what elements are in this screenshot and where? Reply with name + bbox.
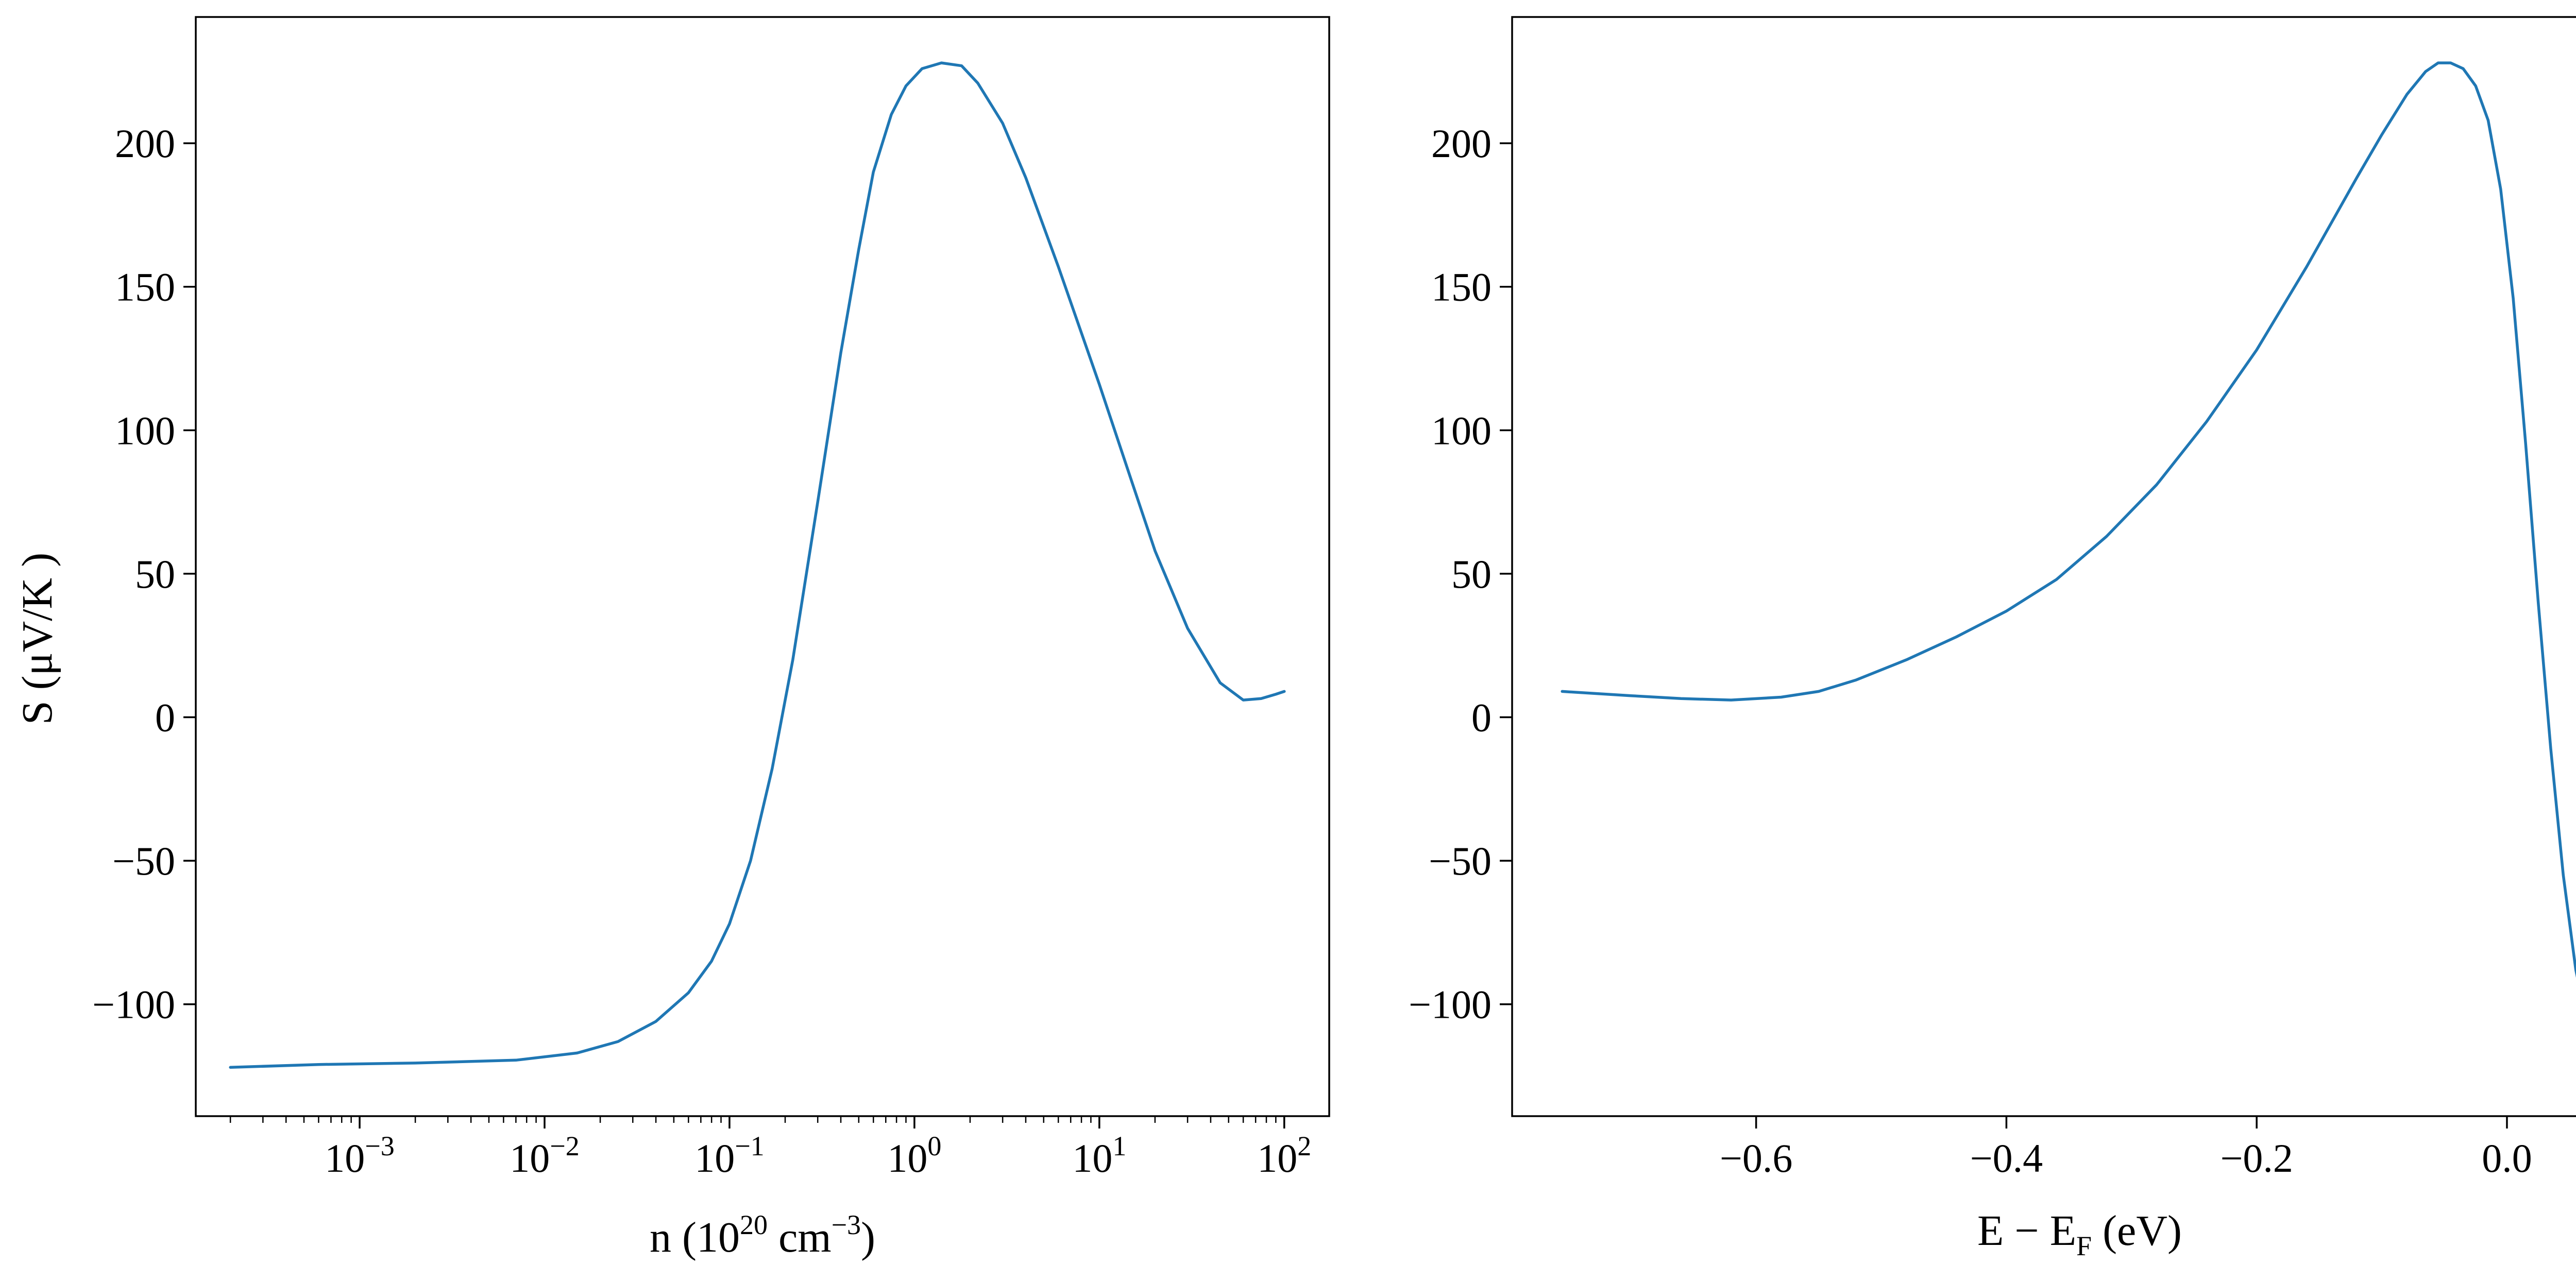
x-tick-label: 10−2 bbox=[510, 1131, 579, 1181]
x-axis-label: E − EF (eV) bbox=[1977, 1207, 2182, 1261]
x-axis-label: n (1020 cm−3) bbox=[650, 1209, 875, 1261]
x-tick-label: −0.4 bbox=[1970, 1136, 2043, 1181]
x-tick-label: −0.2 bbox=[2220, 1136, 2293, 1181]
y-tick-label: 200 bbox=[115, 121, 175, 166]
y-tick-label: 0 bbox=[1471, 695, 1492, 740]
x-tick-label: −0.6 bbox=[1720, 1136, 1793, 1181]
y-tick-label: −50 bbox=[112, 839, 175, 883]
x-tick-label: 102 bbox=[1257, 1131, 1311, 1181]
series-line-1-1 bbox=[229, 61, 1286, 1069]
y-tick-label: 50 bbox=[135, 552, 175, 596]
x-tick-label: 100 bbox=[887, 1131, 941, 1181]
x-tick-label: 10−3 bbox=[325, 1131, 394, 1181]
x-tick-label: 10−1 bbox=[694, 1131, 764, 1181]
y-tick-label: 150 bbox=[1431, 265, 1492, 310]
series-line-2-1 bbox=[1561, 61, 2576, 978]
y-tick-label: 200 bbox=[1431, 121, 1492, 166]
right-panel-energy-vs-seebeck: 200 150 100 50 0 −50 −100 −0.6 −0.4 −0.2 0.0 E − EF… bbox=[1409, 16, 2576, 1261]
y-tick-label: −100 bbox=[1409, 982, 1492, 1027]
y-tick-label: 100 bbox=[115, 408, 175, 453]
y-tick-label: 150 bbox=[115, 265, 175, 310]
left-panel-n-vs-seebeck: 200 150 100 50 0 −50 −100 10−3 10−2 10−1 100 101 102… bbox=[13, 16, 1330, 1261]
plot-frame bbox=[195, 16, 1330, 1117]
y-tick-label: 100 bbox=[1431, 408, 1492, 453]
x-tick-label: 101 bbox=[1072, 1131, 1126, 1181]
y-tick-label: 50 bbox=[1451, 552, 1492, 596]
y-tick-label: −100 bbox=[92, 982, 175, 1027]
y-axis-label: S (μV/K ) bbox=[13, 553, 61, 725]
x-tick-label: 0.0 bbox=[2482, 1136, 2532, 1181]
plot-frame bbox=[1511, 16, 2576, 1117]
y-tick-label: −50 bbox=[1429, 839, 1492, 883]
y-tick-label: 0 bbox=[155, 695, 175, 740]
